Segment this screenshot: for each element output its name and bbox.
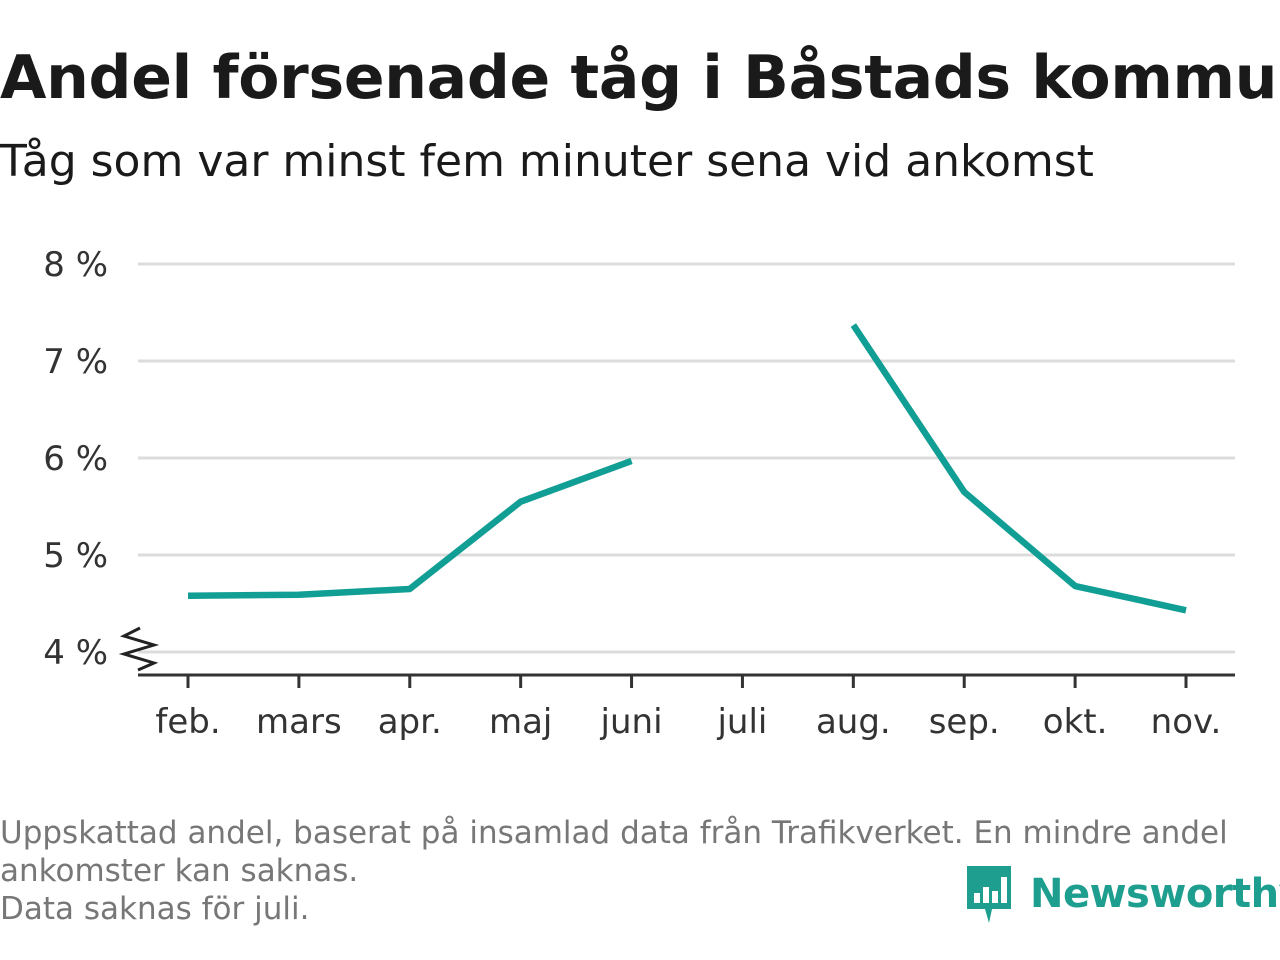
x-tick-label: sep. xyxy=(929,702,1000,742)
y-tick-label: 8 % xyxy=(43,245,108,285)
brand-name: Newsworthy xyxy=(1030,871,1280,917)
x-tick-label: okt. xyxy=(1043,702,1108,742)
chart-title: Andel försenade tåg i Båstads kommun xyxy=(0,43,1280,113)
x-tick-label: feb. xyxy=(155,702,220,742)
chart-subtitle: Tåg som var minst fem minuter sena vid a… xyxy=(0,136,1094,187)
y-tick-label: 5 % xyxy=(43,536,108,576)
footnote: Uppskattad andel, baserat på insamlad da… xyxy=(0,814,1270,928)
series-lines xyxy=(187,323,1187,614)
x-axis: feb. mars apr. maj juni juli aug. sep. okt. nov. xyxy=(138,673,1235,742)
x-tick-label: mars xyxy=(256,702,342,742)
brand-logo: Newsworthy xyxy=(964,862,1280,926)
y-tick-label: 6 % xyxy=(43,439,108,479)
x-tick-label: juni xyxy=(600,702,663,742)
y-tick-label: 4 % xyxy=(43,633,108,673)
series-line xyxy=(187,457,633,599)
footnote-line-1: Uppskattad andel, baserat på insamlad da… xyxy=(0,815,1228,851)
newsworthy-logo-icon xyxy=(967,866,1011,923)
x-tick-label: apr. xyxy=(378,702,442,742)
x-tick-label: nov. xyxy=(1151,702,1222,742)
x-tick-label: juli xyxy=(716,702,767,742)
x-tick-label: aug. xyxy=(816,702,891,742)
series-line xyxy=(850,323,1187,614)
x-tick-label: maj xyxy=(489,702,552,742)
line-chart: 4 % 5 % 6 % 7 % 8 % feb. mars apr. maj juni juli a… xyxy=(43,245,1235,742)
axis-break-zigzag xyxy=(118,626,160,672)
y-tick-label: 7 % xyxy=(43,342,108,382)
axis-break-icon xyxy=(118,626,160,672)
y-axis-ticks: 4 % 5 % 6 % 7 % 8 % xyxy=(43,245,108,673)
footnote-line-3: Data saknas för juli. xyxy=(0,891,310,927)
gridlines xyxy=(138,262,1235,654)
footnote-line-2: ankomster kan saknas. xyxy=(0,853,359,889)
